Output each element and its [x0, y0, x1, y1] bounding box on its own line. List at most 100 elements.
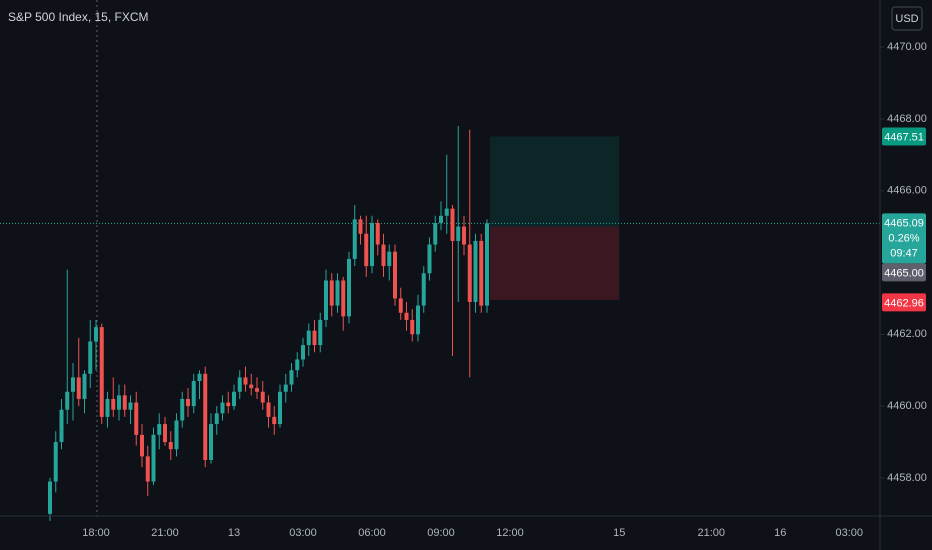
candle-body — [266, 402, 271, 417]
candle-body — [324, 280, 328, 320]
candle-body — [122, 395, 127, 410]
candle-body — [427, 244, 432, 274]
candle-body — [180, 398, 185, 421]
profit-zone — [490, 136, 620, 227]
candle-body — [117, 395, 121, 410]
candle-body — [295, 359, 300, 371]
candle-body — [140, 434, 144, 457]
candle-body — [174, 420, 179, 450]
candle-body — [232, 391, 236, 407]
candle-body — [65, 391, 70, 410]
candle-body — [479, 240, 484, 306]
time-tick-label: 03:00 — [835, 527, 863, 539]
candle-body — [48, 481, 52, 514]
candle-body — [450, 208, 455, 241]
time-tick-label: 13 — [228, 527, 240, 539]
candle-body — [203, 373, 208, 460]
candle-body — [352, 219, 357, 259]
candle-body — [71, 377, 75, 392]
candle-body — [393, 251, 397, 299]
candle-body — [433, 222, 438, 245]
candle-body — [335, 280, 340, 306]
candle-body — [255, 388, 259, 392]
price-tick-label: 4460.00 — [887, 400, 927, 412]
price-tag — [882, 293, 926, 312]
candle-body — [59, 409, 64, 443]
candle-body — [220, 402, 225, 414]
candle-body — [387, 251, 392, 267]
candle-body — [197, 373, 202, 381]
candle-body — [358, 219, 363, 234]
candle-body — [111, 398, 116, 410]
time-tick-label: 16 — [774, 527, 786, 539]
candle-body — [283, 384, 288, 392]
candle-body — [467, 244, 472, 302]
time-tick-label: 15 — [613, 527, 625, 539]
candle-body — [243, 377, 248, 385]
candle-body — [398, 298, 403, 313]
candle-body — [341, 280, 346, 317]
candle-body — [151, 434, 156, 482]
price-tag-label: 4462.96 — [884, 297, 924, 309]
price-tick-label: 4458.00 — [887, 472, 927, 484]
last-price-tag — [882, 213, 926, 264]
candle-body — [237, 377, 242, 392]
candle-body — [168, 442, 173, 450]
candle-body — [301, 345, 305, 360]
candle-body — [94, 327, 98, 342]
loss-zone — [490, 226, 620, 300]
candle-body — [163, 424, 167, 443]
time-tick-label: 18:00 — [82, 527, 110, 539]
last-price-change: 0.26% — [888, 232, 919, 244]
candle-body — [329, 280, 334, 306]
price-tag-label: 4465.00 — [884, 267, 924, 279]
candle-body — [456, 226, 461, 241]
candle-body — [186, 398, 190, 407]
price-tag — [882, 127, 926, 146]
chart-title: S&P 500 Index, 15, FXCM — [8, 10, 149, 24]
price-tick-label: 4468.00 — [887, 113, 927, 125]
candle-body — [347, 258, 351, 317]
candle-body — [473, 240, 478, 302]
candle-body — [444, 208, 449, 216]
plot — [0, 126, 880, 522]
candle-body — [105, 398, 110, 417]
price-tick-label: 4462.00 — [887, 328, 927, 340]
candle-body — [249, 384, 254, 389]
time-tick-label: 21:00 — [697, 527, 725, 539]
time-tick-label: 06:00 — [358, 527, 386, 539]
last-price-label: 4465.09 — [884, 217, 924, 229]
price-tick-label: 4466.00 — [887, 185, 927, 197]
candle-body — [318, 319, 323, 346]
candle-body — [157, 424, 162, 435]
candle-body — [260, 391, 265, 403]
time-tick-label: 09:00 — [427, 527, 455, 539]
candle-body — [462, 226, 466, 245]
candle-body — [53, 442, 58, 482]
candle-body — [485, 223, 489, 306]
candle-body — [410, 319, 415, 335]
candle-body — [375, 222, 380, 245]
candle-body — [272, 416, 277, 425]
candle-body — [99, 327, 104, 417]
candle-body — [439, 215, 443, 223]
candle-body — [381, 244, 386, 267]
price-tick-label: 4470.00 — [887, 41, 927, 53]
candle-body — [364, 233, 369, 267]
candle-body — [145, 456, 150, 482]
candle-body — [128, 402, 133, 410]
candle-body — [289, 370, 294, 385]
time-tick-label: 21:00 — [151, 527, 179, 539]
currency-label[interactable]: USD — [895, 13, 918, 25]
candle-body — [226, 402, 231, 407]
candle-body — [82, 373, 87, 399]
candle-body — [214, 413, 219, 425]
candle-body — [306, 330, 311, 346]
candle-body — [278, 391, 282, 425]
currency-button[interactable] — [891, 6, 923, 31]
candle-body — [404, 312, 409, 320]
candle-body — [191, 380, 196, 407]
price-tag — [882, 263, 926, 282]
bar-countdown: 09:47 — [890, 247, 918, 259]
